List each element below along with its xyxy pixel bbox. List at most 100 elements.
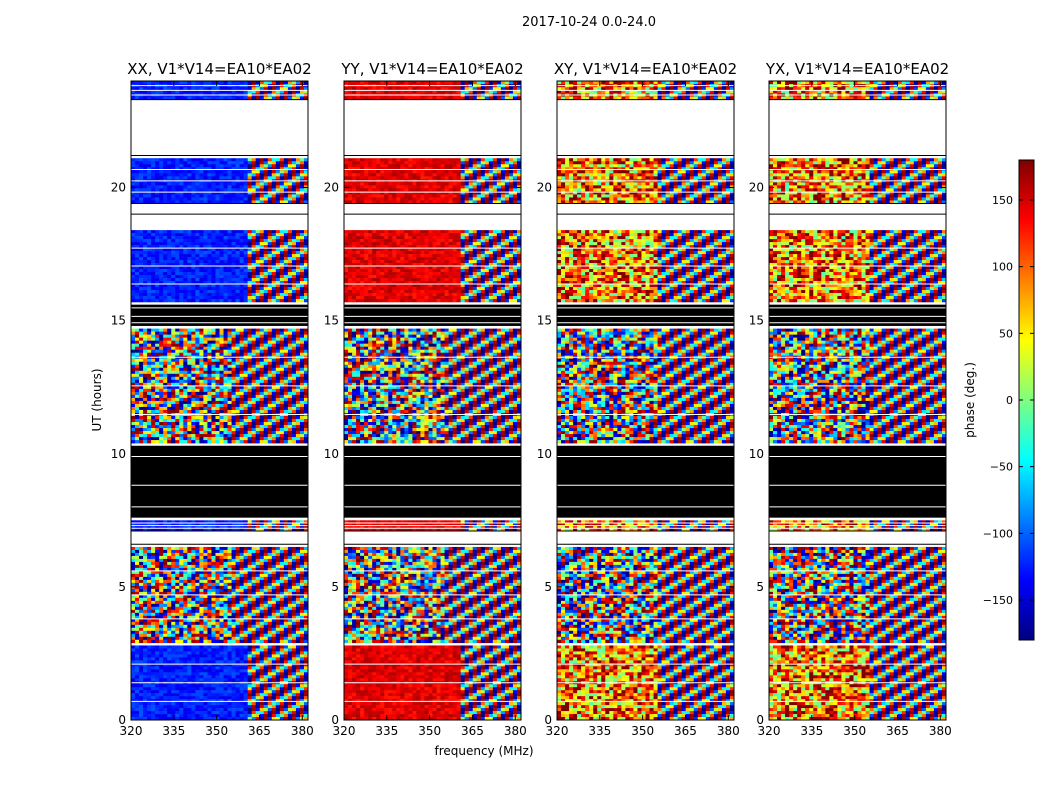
cell (211, 663, 216, 667)
cell (291, 639, 297, 644)
cell (215, 422, 220, 426)
cell (147, 349, 152, 354)
cell (215, 714, 220, 718)
cell (151, 328, 156, 332)
cell (139, 657, 144, 661)
cell (143, 672, 148, 676)
cell (303, 248, 308, 252)
cell (295, 624, 301, 629)
cell (203, 340, 208, 344)
cell (151, 672, 156, 676)
cell (267, 705, 273, 709)
cell (235, 651, 241, 655)
cell (211, 385, 216, 390)
cell (207, 437, 212, 441)
cell (163, 696, 168, 700)
cell (151, 603, 156, 608)
cell (171, 576, 176, 581)
cell (227, 406, 232, 411)
cell (211, 576, 216, 581)
cell (223, 340, 228, 344)
cell (247, 708, 253, 712)
cell (235, 669, 241, 673)
cell (267, 636, 273, 641)
cell (171, 564, 176, 569)
cell (147, 651, 152, 655)
cell (135, 337, 140, 341)
cell (299, 636, 305, 641)
cell (139, 328, 144, 332)
cell (191, 528, 196, 532)
cell (143, 428, 148, 432)
cell (199, 364, 204, 369)
cell (223, 269, 228, 273)
cell (299, 428, 305, 432)
cell (135, 546, 140, 551)
cell (223, 409, 228, 414)
cell (231, 431, 236, 435)
cell (199, 254, 204, 258)
cell (167, 684, 172, 688)
cell (247, 684, 253, 688)
cell (147, 690, 152, 694)
cell (295, 403, 301, 408)
cell (131, 419, 136, 423)
cell (299, 434, 305, 438)
cell (295, 334, 301, 338)
cell (183, 600, 188, 605)
cell (219, 645, 224, 649)
cell (155, 337, 160, 341)
cell (227, 666, 232, 670)
cell (255, 370, 261, 375)
cell (167, 419, 172, 423)
cell (183, 651, 188, 655)
cell (251, 702, 257, 706)
cell (247, 254, 253, 258)
cell (299, 340, 305, 344)
cell (191, 242, 196, 246)
cell (135, 597, 140, 602)
cell (243, 428, 249, 432)
cell (283, 654, 289, 658)
cell (195, 693, 200, 697)
cell (191, 230, 196, 234)
cell (275, 367, 281, 372)
cell (275, 269, 281, 273)
cell (303, 639, 308, 644)
cell (207, 340, 212, 344)
cell (291, 672, 297, 676)
cell (287, 343, 293, 347)
cell (155, 546, 160, 551)
cell (251, 379, 257, 384)
cell (163, 648, 168, 652)
cell (251, 431, 257, 435)
cell (283, 597, 289, 602)
cell (291, 385, 297, 390)
cell (175, 242, 180, 246)
cell (223, 645, 228, 649)
cell (291, 394, 297, 399)
cell (271, 639, 277, 644)
cell (167, 382, 172, 387)
cell (207, 415, 212, 420)
cell (279, 555, 285, 560)
cell (291, 425, 297, 429)
cell (251, 606, 257, 611)
cell (131, 272, 136, 276)
cell (195, 675, 200, 679)
cell (143, 663, 148, 667)
cell (295, 705, 301, 709)
cell (191, 564, 196, 569)
cell (143, 334, 148, 338)
cell (219, 337, 224, 341)
cell (195, 431, 200, 435)
cell (263, 615, 269, 620)
cell (295, 555, 301, 560)
cell (147, 328, 152, 332)
cell (159, 696, 164, 700)
cell (283, 251, 289, 255)
cell (275, 717, 281, 720)
cell (155, 552, 160, 557)
cell (191, 606, 196, 611)
cell (243, 242, 249, 246)
